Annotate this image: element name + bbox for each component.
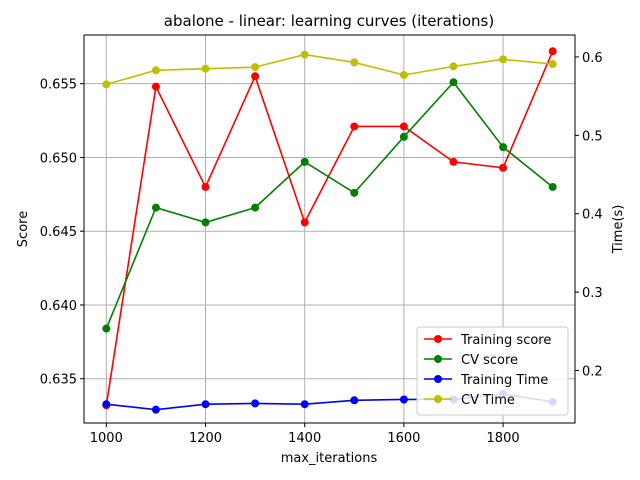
cv-time-point — [251, 63, 260, 72]
cv-time-point — [151, 66, 160, 75]
x-tick-label: 1800 — [487, 431, 520, 446]
left-tick-label: 0.635 — [40, 373, 77, 388]
tick-labels: 1000 1200 1400 1600 1800 0.635 0.640 0.645 0.650… — [40, 51, 603, 446]
training-score-point — [399, 122, 408, 131]
x-axis-title: max_iterations — [281, 451, 378, 466]
chart-title: abalone - linear: learning curves (itera… — [164, 12, 494, 30]
cv-score-point — [548, 182, 557, 191]
series-lines — [102, 47, 557, 414]
x-tick-label: 1400 — [288, 431, 321, 446]
training-score-point — [300, 218, 309, 227]
left-axis-title: Score — [16, 211, 31, 247]
legend-training-score-marker — [434, 335, 442, 343]
training-time-point — [201, 400, 210, 409]
left-tick-label: 0.645 — [40, 225, 77, 240]
cv-score-point — [201, 218, 210, 227]
right-tick-label: 0.6 — [582, 51, 603, 66]
right-tick-label: 0.2 — [582, 364, 603, 379]
legend-cv-time-label: CV Time — [461, 393, 515, 408]
legend-training-score-label: Training score — [460, 333, 551, 348]
cv-score-point — [499, 143, 508, 152]
right-tick-label: 0.5 — [582, 129, 603, 144]
left-tick-label: 0.640 — [40, 299, 77, 314]
right-tick-label: 0.3 — [582, 286, 603, 301]
training-score-point — [251, 72, 260, 81]
legend: Training score CV score Training Time CV Ti… — [416, 326, 569, 416]
cv-time-point — [102, 80, 111, 89]
grid-lines — [84, 35, 575, 423]
cv-time-point — [350, 58, 359, 67]
cv-score-point — [300, 157, 309, 166]
training-score-point — [201, 182, 210, 191]
cv-time-point — [300, 50, 309, 59]
cv-time-point — [499, 55, 508, 64]
training-score-point — [499, 163, 508, 172]
legend-box — [416, 326, 569, 416]
cv-time-point — [399, 70, 408, 79]
training-time-point — [300, 400, 309, 409]
cv-score-line — [105, 80, 554, 329]
cv-time-point — [449, 62, 458, 71]
training-time-point — [251, 399, 260, 408]
legend-training-time-label: Training Time — [460, 373, 548, 388]
cv-time-point — [201, 64, 210, 73]
x-tick-label: 1200 — [189, 431, 222, 446]
axes — [80, 34, 579, 427]
cv-score-point — [251, 203, 260, 212]
legend-training-time-marker — [434, 375, 442, 383]
cv-time-point — [548, 60, 557, 69]
x-tick-label: 1600 — [387, 431, 420, 446]
training-score-point — [350, 122, 359, 131]
training-time-point — [350, 396, 359, 405]
legend-cv-time-marker — [434, 395, 442, 403]
cv-score-point — [102, 324, 111, 333]
left-tick-label: 0.655 — [40, 78, 77, 93]
x-tick-label: 1000 — [90, 431, 123, 446]
cv-score-point — [350, 188, 359, 197]
training-time-point — [102, 400, 111, 409]
legend-cv-score-marker — [434, 355, 442, 363]
training-score-point — [548, 47, 557, 56]
right-axis-title: Time(s) — [611, 205, 626, 255]
training-score-line — [105, 50, 554, 406]
cv-time-line — [106, 53, 553, 86]
training-time-point — [399, 395, 408, 404]
training-score-point — [151, 82, 160, 91]
cv-score-point — [151, 203, 160, 212]
left-tick-label: 0.650 — [40, 151, 77, 166]
cv-score-point — [449, 78, 458, 87]
legend-cv-score-label: CV score — [461, 353, 518, 368]
cv-score-point — [399, 132, 408, 141]
training-score-point — [449, 157, 458, 166]
training-time-point — [151, 405, 160, 414]
plot-frame — [83, 34, 576, 424]
right-tick-label: 0.4 — [582, 208, 603, 223]
